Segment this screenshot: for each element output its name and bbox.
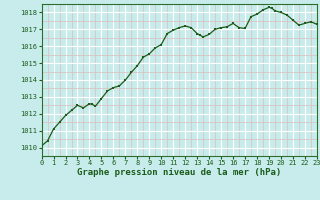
X-axis label: Graphe pression niveau de la mer (hPa): Graphe pression niveau de la mer (hPa): [77, 168, 281, 177]
